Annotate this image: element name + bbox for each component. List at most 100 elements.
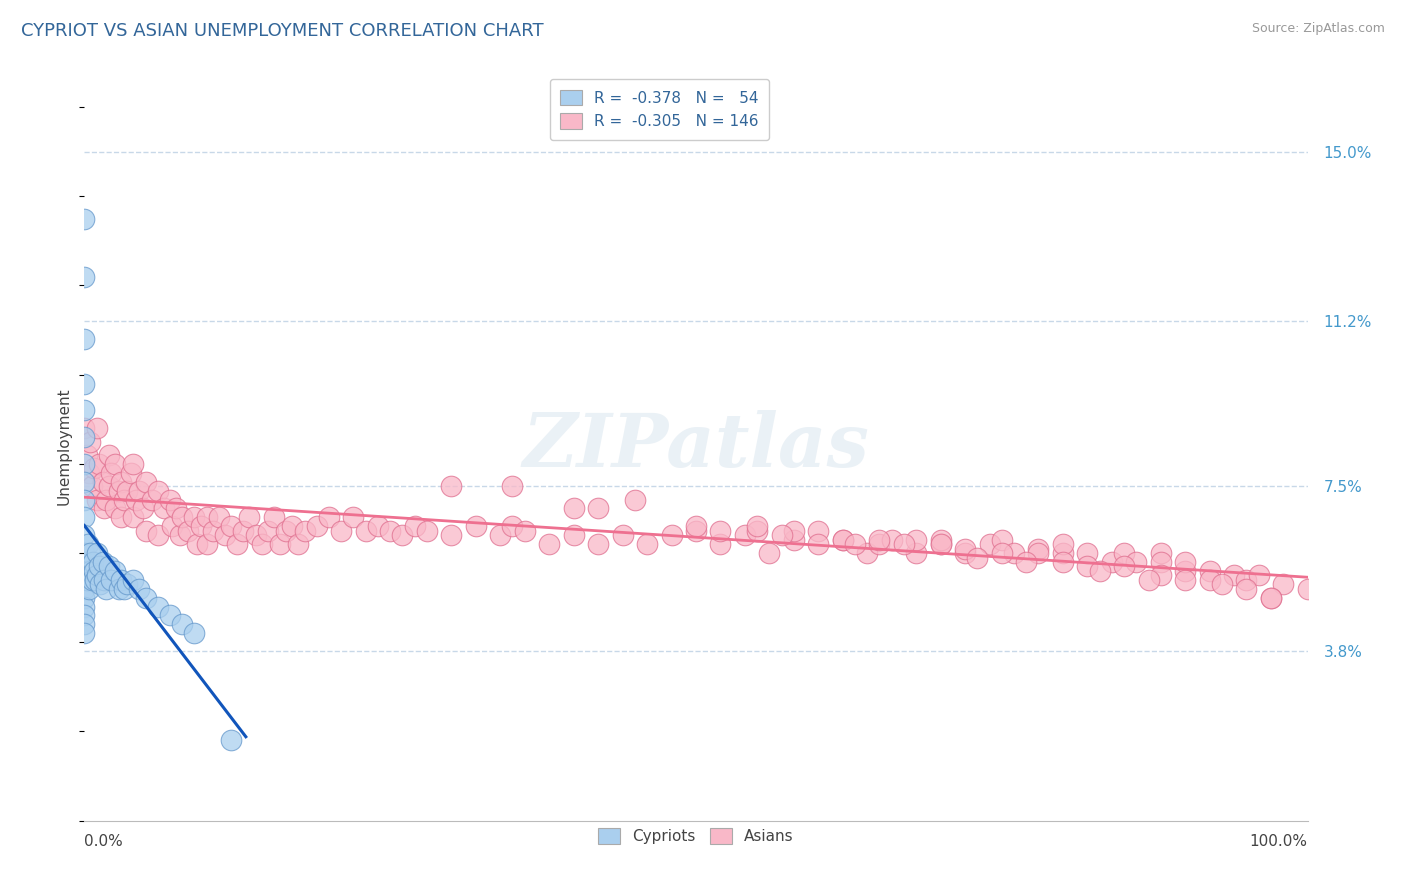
Point — [82, 555, 104, 569]
Point — [440, 479, 463, 493]
Point — [905, 533, 928, 547]
Point — [97, 479, 120, 493]
Point — [87, 457, 110, 471]
Point — [1247, 568, 1270, 582]
Point — [84, 573, 107, 587]
Point — [96, 582, 118, 596]
Point — [1114, 559, 1136, 574]
Point — [177, 524, 200, 538]
Point — [186, 537, 208, 551]
Point — [86, 568, 108, 582]
Point — [73, 582, 96, 596]
Text: CYPRIOT VS ASIAN UNEMPLOYMENT CORRELATION CHART: CYPRIOT VS ASIAN UNEMPLOYMENT CORRELATIO… — [21, 22, 544, 40]
Point — [132, 501, 155, 516]
Point — [1150, 546, 1173, 560]
Y-axis label: Unemployment: Unemployment — [56, 387, 72, 505]
Point — [1028, 541, 1050, 556]
Point — [844, 537, 866, 551]
Point — [1198, 564, 1220, 578]
Point — [77, 466, 100, 480]
Point — [1236, 582, 1258, 596]
Point — [991, 546, 1014, 560]
Point — [250, 537, 273, 551]
Point — [1260, 591, 1282, 605]
Point — [107, 582, 129, 596]
Point — [1015, 555, 1038, 569]
Point — [538, 537, 561, 551]
Point — [214, 528, 236, 542]
Point — [201, 524, 224, 538]
Point — [76, 573, 98, 587]
Point — [831, 533, 853, 547]
Point — [709, 537, 731, 551]
Point — [89, 577, 111, 591]
Point — [115, 577, 138, 591]
Text: 0.0%: 0.0% — [84, 834, 124, 849]
Point — [1174, 573, 1197, 587]
Point — [661, 528, 683, 542]
Point — [87, 559, 110, 574]
Point — [758, 546, 780, 560]
Point — [1272, 577, 1295, 591]
Point — [953, 546, 976, 560]
Point — [226, 537, 249, 551]
Legend: Cypriots, Asians: Cypriots, Asians — [592, 822, 800, 850]
Point — [83, 564, 105, 578]
Point — [1198, 573, 1220, 587]
Point — [195, 510, 218, 524]
Point — [869, 537, 891, 551]
Point — [287, 537, 309, 551]
Point — [73, 573, 96, 587]
Point — [73, 457, 96, 471]
Point — [1260, 591, 1282, 605]
Point — [79, 564, 101, 578]
Point — [83, 461, 105, 475]
Point — [135, 591, 157, 605]
Point — [685, 524, 707, 538]
Point — [120, 466, 142, 480]
Point — [263, 510, 285, 524]
Point — [93, 573, 115, 587]
Point — [73, 599, 96, 614]
Point — [1150, 555, 1173, 569]
Point — [856, 546, 879, 560]
Point — [97, 559, 120, 574]
Point — [416, 524, 439, 538]
Point — [86, 492, 108, 507]
Point — [77, 537, 100, 551]
Point — [93, 501, 115, 516]
Point — [208, 510, 231, 524]
Point — [636, 537, 658, 551]
Point — [367, 519, 389, 533]
Point — [1137, 573, 1160, 587]
Point — [76, 448, 98, 462]
Point — [73, 591, 96, 605]
Point — [747, 524, 769, 538]
Point — [159, 492, 181, 507]
Point — [73, 211, 96, 226]
Point — [238, 510, 260, 524]
Point — [122, 510, 145, 524]
Point — [73, 430, 96, 444]
Point — [232, 524, 254, 538]
Point — [115, 483, 138, 498]
Point — [128, 582, 150, 596]
Point — [624, 492, 647, 507]
Point — [685, 519, 707, 533]
Point — [73, 376, 96, 391]
Point — [1211, 577, 1233, 591]
Point — [318, 510, 340, 524]
Point — [807, 537, 830, 551]
Point — [141, 492, 163, 507]
Point — [380, 524, 402, 538]
Point — [91, 475, 114, 489]
Point — [100, 573, 122, 587]
Point — [747, 519, 769, 533]
Point — [73, 269, 96, 284]
Text: 100.0%: 100.0% — [1250, 834, 1308, 849]
Point — [1101, 555, 1123, 569]
Point — [135, 475, 157, 489]
Point — [1052, 546, 1074, 560]
Point — [77, 568, 100, 582]
Point — [73, 617, 96, 632]
